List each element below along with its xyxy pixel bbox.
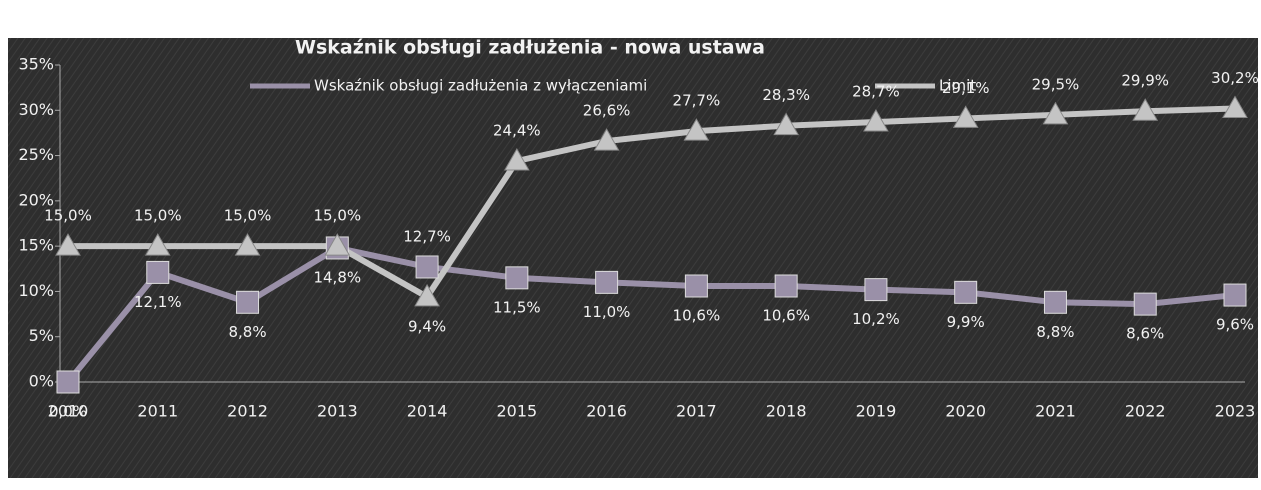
x-tick-label: 2014 [407, 402, 448, 421]
data-label: 26,6% [583, 102, 631, 120]
x-tick-label: 2013 [317, 402, 358, 421]
y-tick-label: 20% [18, 190, 54, 209]
x-tick-label: 2021 [1035, 402, 1076, 421]
legend-label: Wskaźnik obsługi zadłużenia z wyłączenia… [314, 77, 647, 95]
y-tick-label: 30% [18, 100, 54, 119]
data-label: 11,0% [583, 303, 631, 321]
marker [505, 266, 529, 290]
marker [683, 118, 710, 141]
marker [144, 233, 171, 256]
data-label: 9,9% [947, 313, 985, 331]
data-label: 24,4% [493, 122, 541, 140]
marker [863, 109, 889, 132]
data-label: 8,8% [228, 323, 266, 341]
legend-label: Limit [939, 77, 976, 95]
data-label: 15,0% [224, 207, 272, 225]
marker [593, 128, 620, 151]
data-label: 11,5% [493, 298, 541, 316]
data-label: 8,8% [1036, 323, 1074, 341]
data-label: 28,3% [762, 86, 810, 104]
data-label: 12,7% [403, 227, 451, 245]
x-tick-label: 2020 [945, 402, 986, 421]
marker [503, 147, 530, 171]
data-label: 29,1% [942, 79, 990, 97]
x-tick-label: 2010 [48, 402, 89, 421]
y-tick-label: 10% [18, 281, 54, 300]
y-tick-label: 35% [18, 55, 54, 74]
series-line [65, 244, 1236, 384]
marker [324, 233, 351, 256]
marker [952, 105, 979, 128]
marker [864, 278, 888, 302]
marker [773, 112, 800, 136]
x-tick-label: 2011 [137, 402, 178, 421]
x-tick-label: 2019 [856, 402, 897, 421]
marker [414, 283, 440, 307]
data-label: 9,4% [408, 317, 446, 335]
marker [1222, 95, 1248, 118]
marker [234, 233, 261, 256]
data-label: 14,8% [313, 268, 361, 286]
marker [236, 290, 260, 314]
data-label: 29,5% [1032, 75, 1080, 93]
marker [954, 280, 978, 304]
chart-title: Wskaźnik obsługi zadłużenia - nowa ustaw… [295, 37, 765, 59]
data-label: 15,0% [44, 207, 92, 225]
x-tick-label: 2016 [586, 402, 627, 421]
x-tick-label: 2015 [496, 402, 537, 421]
data-label: 15,0% [313, 207, 361, 225]
data-label: 10,2% [852, 310, 900, 328]
y-tick-label: 0% [29, 372, 54, 391]
marker [415, 255, 439, 279]
data-label: 10,6% [762, 306, 810, 324]
marker [1042, 101, 1069, 125]
data-label: 29,9% [1121, 72, 1169, 90]
marker [56, 370, 80, 394]
x-tick-label: 2012 [227, 402, 268, 421]
marker [1043, 290, 1067, 314]
y-tick-label: 25% [18, 145, 54, 164]
data-label: 28,7% [852, 83, 900, 101]
data-label: 9,6% [1216, 316, 1254, 334]
marker [595, 270, 619, 294]
x-tick-label: 2018 [766, 402, 807, 421]
marker [774, 274, 798, 298]
data-label: 10,6% [673, 306, 721, 324]
x-tick-label: 2023 [1215, 402, 1256, 421]
marker [1132, 98, 1159, 121]
data-label: 15,0% [134, 207, 182, 225]
marker [146, 260, 170, 284]
data-label: 12,1% [134, 293, 182, 311]
marker [1223, 283, 1247, 307]
data-label: 27,7% [673, 92, 721, 110]
data-label: 8,6% [1126, 325, 1164, 343]
y-tick-label: 15% [18, 236, 54, 255]
marker [684, 274, 708, 298]
x-tick-label: 2017 [676, 402, 717, 421]
y-tick-label: 5% [29, 326, 54, 345]
chart-background [8, 38, 1258, 478]
x-tick-label: 2022 [1125, 402, 1166, 421]
marker [55, 233, 81, 256]
marker [1133, 292, 1157, 316]
series-line [68, 105, 1236, 301]
data-label: 30,2% [1211, 69, 1259, 87]
data-label: 0,0% [49, 403, 87, 421]
